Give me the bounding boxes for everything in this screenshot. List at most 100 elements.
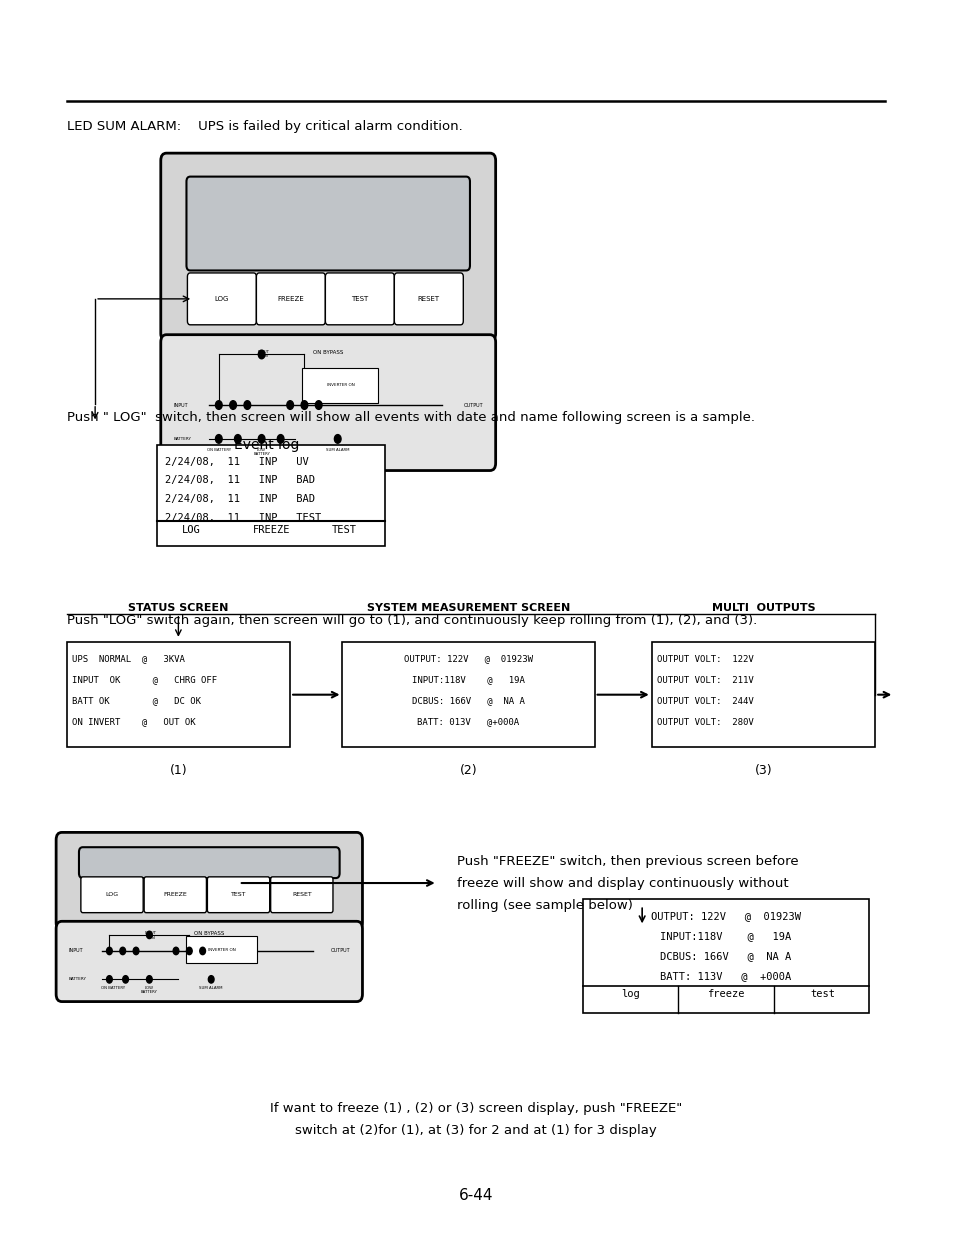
Text: OUTPUT: 122V   @  01923W: OUTPUT: 122V @ 01923W <box>650 911 800 921</box>
Circle shape <box>107 976 112 983</box>
Text: freeze will show and display continuously without: freeze will show and display continuousl… <box>456 877 787 890</box>
Bar <box>582 899 867 1013</box>
Text: SUM ALARM: SUM ALARM <box>326 447 349 452</box>
Text: Push "FREEZE" switch, then previous screen before: Push "FREEZE" switch, then previous scre… <box>456 855 798 868</box>
Text: RESET: RESET <box>417 296 439 301</box>
Circle shape <box>258 435 265 443</box>
Bar <box>157 445 385 546</box>
Text: (3): (3) <box>754 764 772 778</box>
Circle shape <box>120 947 126 955</box>
Circle shape <box>186 947 192 955</box>
Text: LOW
BATTERY: LOW BATTERY <box>253 447 270 456</box>
Text: INPUT
  ON: INPUT ON <box>257 350 270 358</box>
Text: STATUS SCREEN: STATUS SCREEN <box>128 603 229 613</box>
Text: OUTPUT: 122V   @  01923W: OUTPUT: 122V @ 01923W <box>404 655 533 663</box>
Text: RESET: RESET <box>292 892 312 898</box>
Circle shape <box>172 947 178 955</box>
Text: Push "LOG" switch again, then screen will go to (1), and continuously keep rolli: Push "LOG" switch again, then screen wil… <box>67 614 756 627</box>
Circle shape <box>199 947 205 955</box>
Text: 2/24/08,  11   INP   UV: 2/24/08, 11 INP UV <box>165 457 308 467</box>
Text: BATT OK        @   DC OK: BATT OK @ DC OK <box>72 697 201 705</box>
Text: INPUT  OK      @   CHRG OFF: INPUT OK @ CHRG OFF <box>72 676 217 684</box>
Text: log: log <box>620 989 639 999</box>
Text: FREEZE: FREEZE <box>253 525 290 535</box>
Text: FREEZE: FREEZE <box>163 892 187 898</box>
Text: LOG: LOG <box>214 296 229 301</box>
Text: freeze: freeze <box>706 989 744 999</box>
Bar <box>342 642 594 747</box>
Circle shape <box>215 400 222 409</box>
Text: ON BYPASS: ON BYPASS <box>193 931 224 936</box>
FancyBboxPatch shape <box>161 335 496 471</box>
FancyBboxPatch shape <box>81 877 143 913</box>
Circle shape <box>215 435 222 443</box>
Text: BATT: 113V   @  +000A: BATT: 113V @ +000A <box>659 971 791 981</box>
FancyBboxPatch shape <box>79 847 339 878</box>
Circle shape <box>147 976 152 983</box>
Text: rolling (see sample below): rolling (see sample below) <box>456 899 632 913</box>
Text: BATTERY: BATTERY <box>69 977 87 982</box>
Circle shape <box>277 435 284 443</box>
Text: 6-44: 6-44 <box>458 1188 493 1203</box>
Text: INPUT
  ON: INPUT ON <box>144 931 156 940</box>
Circle shape <box>234 435 241 443</box>
Text: INPUT: INPUT <box>69 948 83 953</box>
Text: DCBUS: 166V   @  NA A: DCBUS: 166V @ NA A <box>659 951 791 961</box>
Text: SYSTEM MEASUREMENT SCREEN: SYSTEM MEASUREMENT SCREEN <box>367 603 570 613</box>
FancyBboxPatch shape <box>207 877 270 913</box>
Circle shape <box>147 931 152 939</box>
Text: BATT: 013V   @+000A: BATT: 013V @+000A <box>417 718 519 726</box>
FancyBboxPatch shape <box>394 273 463 325</box>
Text: INVERTER ON: INVERTER ON <box>208 947 235 952</box>
Circle shape <box>301 400 308 409</box>
Circle shape <box>315 400 322 409</box>
Text: OUTPUT VOLT:  244V: OUTPUT VOLT: 244V <box>657 697 753 705</box>
Text: Event log: Event log <box>233 438 298 452</box>
Text: ON BATTERY: ON BATTERY <box>101 986 125 989</box>
Text: TEST: TEST <box>231 892 246 898</box>
Bar <box>67 642 290 747</box>
Text: ON INVERT    @   OUT OK: ON INVERT @ OUT OK <box>72 718 195 726</box>
Circle shape <box>123 976 129 983</box>
Text: OUTPUT: OUTPUT <box>463 403 483 408</box>
Bar <box>302 368 378 403</box>
FancyBboxPatch shape <box>271 877 333 913</box>
Text: ON BATTERY: ON BATTERY <box>207 447 231 452</box>
Text: switch at (2)for (1), at (3) for 2 and at (1) for 3 display: switch at (2)for (1), at (3) for 2 and a… <box>294 1124 656 1137</box>
Circle shape <box>244 400 251 409</box>
Text: LOG: LOG <box>106 892 118 898</box>
Text: LOW
BATTERY: LOW BATTERY <box>141 986 157 994</box>
Text: SUM ALARM: SUM ALARM <box>199 986 223 989</box>
Text: OUTPUT VOLT:  211V: OUTPUT VOLT: 211V <box>657 676 753 684</box>
Text: MULTI  OUTPUTS: MULTI OUTPUTS <box>711 603 815 613</box>
Text: 2/24/08,  11   INP   BAD: 2/24/08, 11 INP BAD <box>165 475 314 485</box>
FancyBboxPatch shape <box>161 153 496 341</box>
FancyBboxPatch shape <box>56 921 362 1002</box>
Text: TEST: TEST <box>332 525 356 535</box>
FancyBboxPatch shape <box>186 177 470 270</box>
FancyBboxPatch shape <box>256 273 325 325</box>
Text: (2): (2) <box>459 764 476 778</box>
Bar <box>651 642 874 747</box>
Text: INPUT:118V    @   19A: INPUT:118V @ 19A <box>659 931 791 941</box>
Text: INVERTER ON: INVERTER ON <box>326 383 354 388</box>
Circle shape <box>287 400 294 409</box>
FancyBboxPatch shape <box>144 877 206 913</box>
Text: test: test <box>809 989 835 999</box>
Text: ON BYPASS: ON BYPASS <box>313 350 343 354</box>
FancyBboxPatch shape <box>187 273 256 325</box>
Text: OUTPUT VOLT:  122V: OUTPUT VOLT: 122V <box>657 655 753 663</box>
Text: (1): (1) <box>170 764 187 778</box>
FancyBboxPatch shape <box>56 832 362 930</box>
FancyBboxPatch shape <box>325 273 394 325</box>
Bar <box>186 936 256 963</box>
Text: 2/24/08,  11   INP   TEST: 2/24/08, 11 INP TEST <box>165 513 320 522</box>
Circle shape <box>107 947 112 955</box>
Circle shape <box>335 435 341 443</box>
Text: INPUT:118V    @   19A: INPUT:118V @ 19A <box>412 676 524 684</box>
Text: UPS  NORMAL  @   3KVA: UPS NORMAL @ 3KVA <box>72 655 185 663</box>
Text: INPUT: INPUT <box>172 403 188 408</box>
Text: TEST: TEST <box>351 296 368 301</box>
Text: LOG: LOG <box>182 525 200 535</box>
Text: If want to freeze (1) , (2) or (3) screen display, push "FREEZE": If want to freeze (1) , (2) or (3) scree… <box>270 1102 681 1115</box>
